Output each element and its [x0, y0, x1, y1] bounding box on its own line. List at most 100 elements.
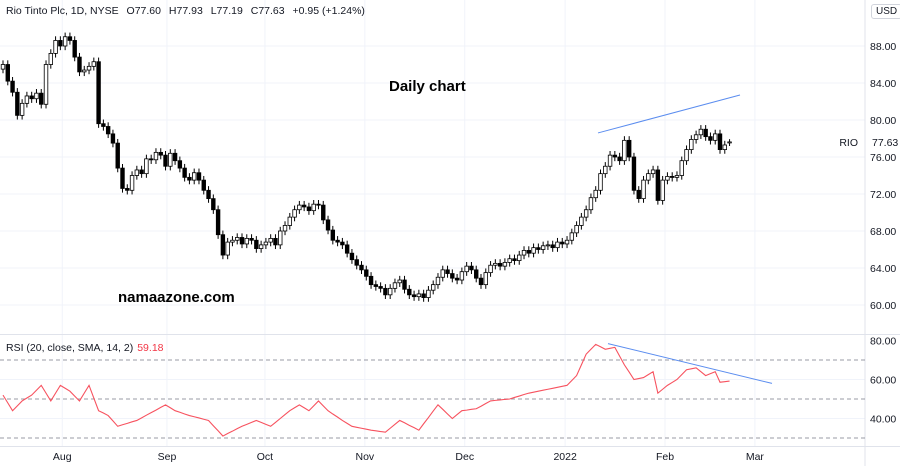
candle-down[interactable]	[631, 156, 637, 191]
candle-up[interactable]	[583, 209, 589, 218]
candle-down[interactable]	[364, 269, 369, 277]
candle-down[interactable]	[220, 234, 226, 256]
candle-down[interactable]	[39, 92, 44, 105]
candle-down[interactable]	[215, 209, 221, 236]
candle-up[interactable]	[426, 289, 431, 299]
candle-down[interactable]	[249, 237, 254, 241]
candle-up[interactable]	[507, 258, 512, 263]
candle-up[interactable]	[168, 152, 173, 167]
candle-up[interactable]	[287, 216, 292, 226]
candle-down[interactable]	[383, 287, 388, 296]
candle-down[interactable]	[101, 123, 106, 127]
price-trendline[interactable]	[597, 94, 741, 134]
candle-down[interactable]	[354, 259, 359, 266]
candle-up[interactable]	[622, 139, 627, 162]
candle-up[interactable]	[24, 95, 30, 104]
candle-down[interactable]	[478, 277, 484, 286]
candle-down[interactable]	[454, 277, 460, 281]
candle-down[interactable]	[359, 264, 364, 271]
candle-up[interactable]	[693, 134, 699, 140]
candle-down[interactable]	[120, 167, 125, 189]
candle-up[interactable]	[311, 203, 316, 212]
candle-down[interactable]	[301, 204, 307, 208]
candle-down[interactable]	[58, 40, 63, 47]
candle-up[interactable]	[598, 173, 603, 191]
candle-down[interactable]	[560, 241, 565, 245]
candle-down[interactable]	[15, 91, 20, 116]
candle-up[interactable]	[521, 250, 527, 256]
candle-down[interactable]	[474, 269, 479, 279]
candle-down[interactable]	[445, 269, 450, 274]
candle-down[interactable]	[469, 265, 474, 271]
candle-down[interactable]	[708, 136, 713, 141]
candle-up[interactable]	[129, 175, 135, 191]
candle-down[interactable]	[378, 286, 383, 289]
candle-down[interactable]	[373, 284, 379, 287]
candle-down[interactable]	[626, 139, 632, 158]
candle-up[interactable]	[263, 241, 269, 246]
candle-up[interactable]	[684, 149, 689, 162]
candle-up[interactable]	[674, 175, 680, 178]
candle-up[interactable]	[646, 173, 651, 181]
candle-up[interactable]	[430, 284, 436, 291]
candle-down[interactable]	[550, 244, 555, 249]
candle-up[interactable]	[282, 225, 288, 232]
candle-up[interactable]	[62, 36, 68, 47]
candle-down[interactable]	[273, 237, 278, 246]
candle-up[interactable]	[464, 265, 469, 273]
candle-up[interactable]	[650, 169, 656, 175]
candle-down[interactable]	[29, 95, 34, 100]
candle-up[interactable]	[689, 139, 694, 151]
candle-up[interactable]	[48, 53, 53, 65]
candle-down[interactable]	[77, 56, 82, 73]
candle-down[interactable]	[110, 133, 116, 144]
candle-up[interactable]	[579, 216, 584, 226]
candle-down[interactable]	[239, 237, 245, 245]
candle-down[interactable]	[450, 273, 455, 279]
candle-down[interactable]	[196, 172, 202, 181]
candle-down[interactable]	[105, 126, 111, 135]
candle-down[interactable]	[655, 169, 661, 201]
candle-up[interactable]	[244, 237, 249, 245]
candle-up[interactable]	[258, 244, 264, 249]
candle-down[interactable]	[10, 80, 15, 93]
candle-up[interactable]	[153, 151, 159, 161]
candle-down[interactable]	[182, 167, 187, 178]
candle-up[interactable]	[569, 232, 575, 241]
candle-up[interactable]	[555, 241, 560, 249]
candle-up[interactable]	[297, 204, 302, 211]
candle-down[interactable]	[349, 252, 355, 261]
candle-up[interactable]	[540, 245, 546, 250]
candle-up[interactable]	[387, 287, 393, 296]
candle-down[interactable]	[612, 154, 618, 158]
candle-up[interactable]	[588, 197, 594, 211]
candle-up[interactable]	[531, 247, 536, 254]
candle-down[interactable]	[206, 189, 211, 200]
candle-up[interactable]	[593, 189, 598, 199]
candle-up[interactable]	[235, 237, 240, 241]
candle-up[interactable]	[0, 64, 6, 70]
candle-up[interactable]	[727, 141, 732, 144]
candle-up[interactable]	[91, 61, 97, 67]
candle-up[interactable]	[607, 154, 613, 167]
candle-up[interactable]	[392, 282, 398, 289]
candle-up[interactable]	[144, 158, 149, 175]
candle-down[interactable]	[330, 229, 336, 241]
rsi-line[interactable]	[2, 343, 730, 437]
rsi-legend-label[interactable]: RSI (20, close, SMA, 14, 2)	[6, 342, 134, 354]
candle-up[interactable]	[488, 264, 493, 274]
candle-down[interactable]	[139, 169, 144, 175]
candle-up[interactable]	[483, 272, 488, 286]
symbol-name[interactable]: Rio Tinto Plc, 1D, NYSE	[6, 5, 119, 17]
candle-down[interactable]	[335, 239, 340, 243]
candle-down[interactable]	[636, 189, 641, 200]
candle-up[interactable]	[660, 179, 665, 201]
candle-up[interactable]	[665, 176, 670, 181]
candle-up[interactable]	[679, 160, 684, 176]
candle-down[interactable]	[512, 258, 517, 262]
candle-down[interactable]	[67, 36, 73, 41]
candle-up[interactable]	[230, 239, 235, 243]
candle-down[interactable]	[5, 64, 10, 82]
candle-down[interactable]	[254, 239, 259, 249]
